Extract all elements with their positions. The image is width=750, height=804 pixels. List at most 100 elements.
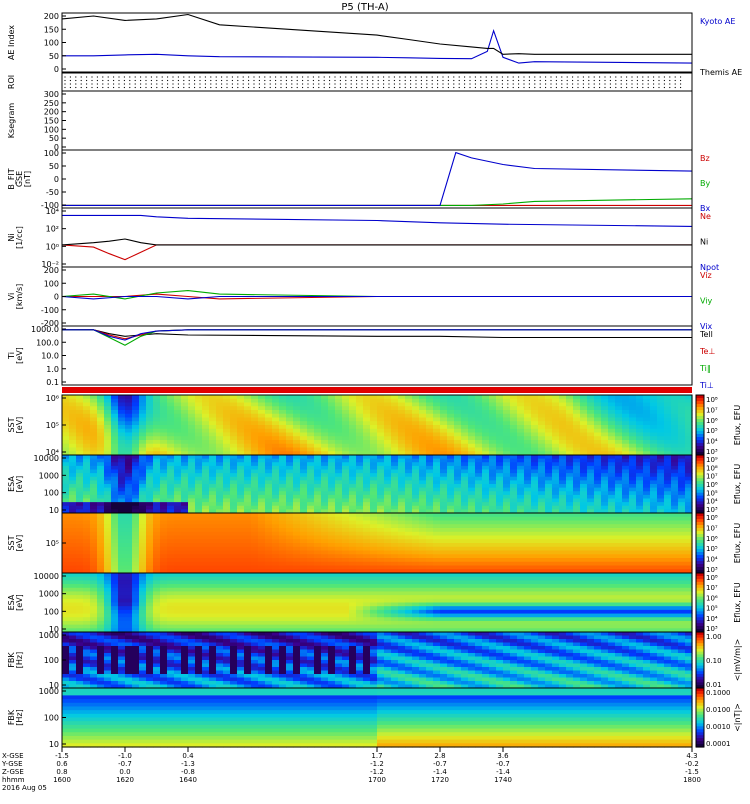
sst_i-cell — [69, 528, 77, 533]
sst_i-cell — [685, 543, 693, 548]
sst_e-cell — [426, 425, 434, 430]
sst_i-cell — [377, 554, 385, 559]
sst_e-cell — [685, 440, 693, 445]
esa_i-cell — [349, 576, 357, 581]
esa_e-cell — [111, 465, 119, 471]
esa_e-cell — [97, 469, 105, 474]
sst_e-cell — [97, 395, 105, 400]
sst_i-cell — [370, 569, 378, 574]
sst_e-cell — [475, 425, 483, 430]
sst_i-cell — [216, 539, 224, 544]
sst_i-cell — [377, 531, 385, 537]
esa_e-cell — [174, 462, 182, 467]
sst_e-cell — [265, 447, 273, 452]
esa_e-cell — [139, 476, 147, 481]
sst_e-cell — [97, 436, 105, 441]
esa_e-cell — [370, 462, 378, 467]
sst_e-cell — [202, 398, 210, 404]
sst_e-cell — [531, 406, 539, 411]
sst_e-cell — [685, 428, 693, 434]
esa_i-cell — [188, 584, 196, 589]
sst_e-cell — [370, 436, 378, 441]
sst_i-cell — [314, 531, 322, 537]
sst_i-cell — [90, 535, 98, 540]
sst_e-cell — [531, 417, 539, 422]
sst_i-cell — [622, 520, 630, 525]
esa_i-cell — [62, 573, 70, 578]
sst_i-cell — [160, 561, 168, 567]
esa_e-cell — [363, 505, 371, 510]
esa_i-cell — [139, 587, 147, 593]
esa_e-cell — [454, 462, 462, 467]
sst_e-cell — [468, 447, 476, 452]
sst_e-cell — [230, 432, 238, 437]
esa_i-cell — [230, 617, 238, 622]
sst_e-cell — [209, 417, 217, 422]
esa_i-cell — [167, 573, 175, 578]
esa_e-cell — [216, 494, 224, 500]
sst_e-cell — [377, 417, 385, 422]
sst_e-cell — [279, 406, 287, 411]
esa_e-cell — [370, 476, 378, 481]
esa_i-cell — [314, 598, 322, 604]
esa_e-cell — [188, 476, 196, 481]
sst_e-cell — [342, 410, 350, 415]
esa_i-cell — [272, 628, 280, 633]
esa_i-cell — [342, 573, 350, 578]
sst_e-cell — [202, 451, 210, 456]
sst_e-cell — [69, 398, 77, 404]
sst_e-cell — [489, 402, 497, 407]
esa_i-cell — [321, 617, 329, 622]
sst_e-cell — [125, 421, 133, 426]
esa_e-cell — [468, 469, 476, 474]
esa_e-cell — [76, 458, 84, 463]
sst_e-cell — [671, 398, 679, 404]
sst_e-cell — [664, 413, 672, 419]
sst_i-cell — [363, 528, 371, 533]
esa_e-cell — [167, 480, 175, 485]
esa_i-cell — [62, 609, 70, 615]
sst_i-cell — [650, 565, 658, 570]
sst_e-cell — [489, 436, 497, 441]
esa_e-cell — [90, 498, 98, 503]
sst_e-cell — [188, 402, 196, 407]
esa_e-cell — [335, 458, 343, 463]
sst_i-cell — [419, 513, 427, 518]
esa_e-cell — [594, 473, 602, 478]
esa_e-cell — [391, 502, 399, 507]
sst_e-cell — [195, 440, 203, 445]
esa_e-cell — [153, 494, 161, 500]
esa_i-cell — [230, 580, 238, 585]
esa_e-cell — [671, 484, 679, 489]
esa_e-cell — [426, 494, 434, 500]
sst_i-cell — [440, 513, 448, 518]
sst_i-cell — [531, 513, 539, 518]
esa_e-cell — [258, 502, 266, 507]
sst_e-cell — [587, 421, 595, 426]
sst_e-cell — [328, 410, 336, 415]
esa_i-cell — [132, 602, 140, 607]
sst_e-cell — [118, 428, 126, 434]
esa_i-cell — [265, 606, 273, 611]
sst_i-cell — [601, 516, 609, 522]
esa_e-cell — [279, 455, 287, 460]
sst_i-cell — [447, 543, 455, 548]
esa_e-cell — [97, 476, 105, 481]
sst_i-cell — [531, 528, 539, 533]
esa_e-cell — [195, 484, 203, 489]
sst_i-cell — [594, 565, 602, 570]
sst_i-cell — [370, 546, 378, 552]
sst_i-cell — [202, 520, 210, 525]
sst_e-cell — [531, 428, 539, 434]
sst_i-cell — [489, 558, 497, 563]
sst_i-cell — [671, 524, 679, 529]
esa_e-cell — [146, 480, 154, 485]
sst_e-cell — [517, 406, 525, 411]
esa_e-cell — [90, 509, 98, 514]
sst_e-cell — [398, 447, 406, 452]
sst_i-cell — [552, 531, 560, 537]
sst_i-cell — [636, 565, 644, 570]
sst_e-cell — [398, 432, 406, 437]
esa_e-cell — [580, 469, 588, 474]
sst_i-cell — [293, 554, 301, 559]
